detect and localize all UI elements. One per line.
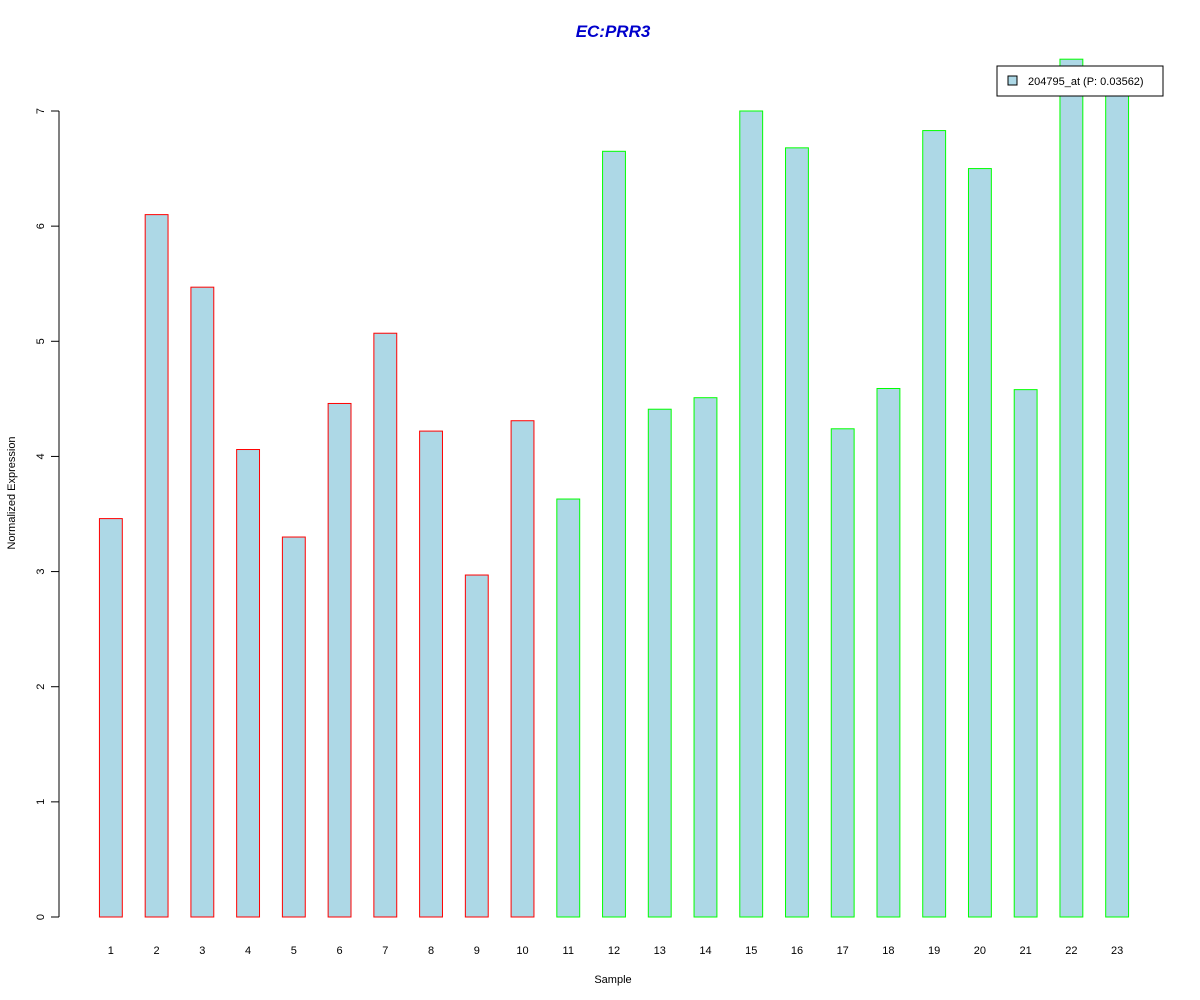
x-tick-label: 6 (337, 945, 343, 957)
y-tick-label: 4 (35, 453, 47, 459)
bar-sample-4 (236, 449, 261, 918)
bar-sample-6 (327, 402, 352, 918)
legend: 204795_at (P: 0.03562) (996, 65, 1164, 97)
y-tick-label: 1 (35, 799, 47, 805)
bar-sample-18 (876, 387, 901, 918)
x-tick-label: 23 (1111, 945, 1123, 957)
x-tick-label: 13 (654, 945, 666, 957)
bar-sample-10 (510, 420, 535, 918)
x-tick-label: 18 (882, 945, 894, 957)
y-axis-label: Normalized Expression (6, 436, 18, 549)
y-axis: 0 1 2 3 4 5 6 7 (35, 108, 60, 920)
x-axis-label: Sample (594, 974, 631, 986)
bar-sample-19 (922, 130, 947, 918)
bar-sample-23 (1105, 81, 1130, 918)
y-tick-label: 2 (35, 684, 47, 690)
bar-sample-2 (144, 214, 169, 918)
bar-sample-11 (556, 498, 581, 918)
x-tick-label: 19 (928, 945, 940, 957)
x-tick-label: 1 (108, 945, 114, 957)
bar-sample-13 (647, 408, 672, 918)
x-tick-label: 15 (745, 945, 757, 957)
legend-box (996, 65, 1164, 97)
bars-group (98, 58, 1130, 918)
x-tick-label: 16 (791, 945, 803, 957)
bar-sample-16 (785, 147, 809, 918)
x-tick-labels: 1 2 3 4 5 6 7 8 9 10 11 12 13 14 15 16 17 18 19 20 21 22 23 (108, 945, 1123, 957)
y-tick-label: 5 (35, 338, 47, 344)
x-tick-label: 11 (563, 945, 574, 957)
bar-sample-7 (373, 332, 398, 918)
bar-sample-20 (967, 168, 992, 918)
bar-sample-17 (830, 428, 855, 918)
y-tick-label: 6 (35, 223, 47, 229)
x-tick-label: 5 (291, 945, 297, 957)
bar-sample-15 (739, 110, 764, 918)
x-tick-label: 8 (428, 945, 434, 957)
x-tick-label: 10 (516, 945, 528, 957)
y-tick-label: 0 (35, 914, 47, 920)
x-tick-label: 3 (199, 945, 205, 957)
x-tick-label: 17 (837, 945, 849, 957)
legend-label: 204795_at (P: 0.03562) (1028, 76, 1144, 88)
x-tick-label: 2 (154, 945, 160, 957)
x-tick-label: 9 (474, 945, 480, 957)
chart-title: EC:PRR3 (576, 22, 651, 41)
bar-sample-21 (1013, 389, 1038, 918)
bar-sample-1 (98, 518, 123, 918)
bar-sample-5 (281, 536, 306, 918)
bar-sample-12 (602, 150, 626, 918)
legend-swatch (1007, 75, 1018, 86)
x-tick-label: 7 (382, 945, 388, 957)
y-tick-label: 3 (35, 569, 47, 575)
bar-sample-8 (419, 430, 443, 918)
x-tick-label: 21 (1020, 945, 1032, 957)
bar-sample-9 (464, 574, 489, 918)
x-tick-label: 12 (608, 945, 620, 957)
bar-sample-3 (190, 286, 215, 918)
x-tick-label: 22 (1065, 945, 1077, 957)
bar-sample-14 (693, 397, 718, 918)
x-tick-label: 20 (974, 945, 986, 957)
x-tick-label: 14 (699, 945, 711, 957)
y-tick-label: 7 (35, 108, 47, 114)
x-tick-label: 4 (245, 945, 251, 957)
bar-sample-22 (1059, 58, 1084, 918)
